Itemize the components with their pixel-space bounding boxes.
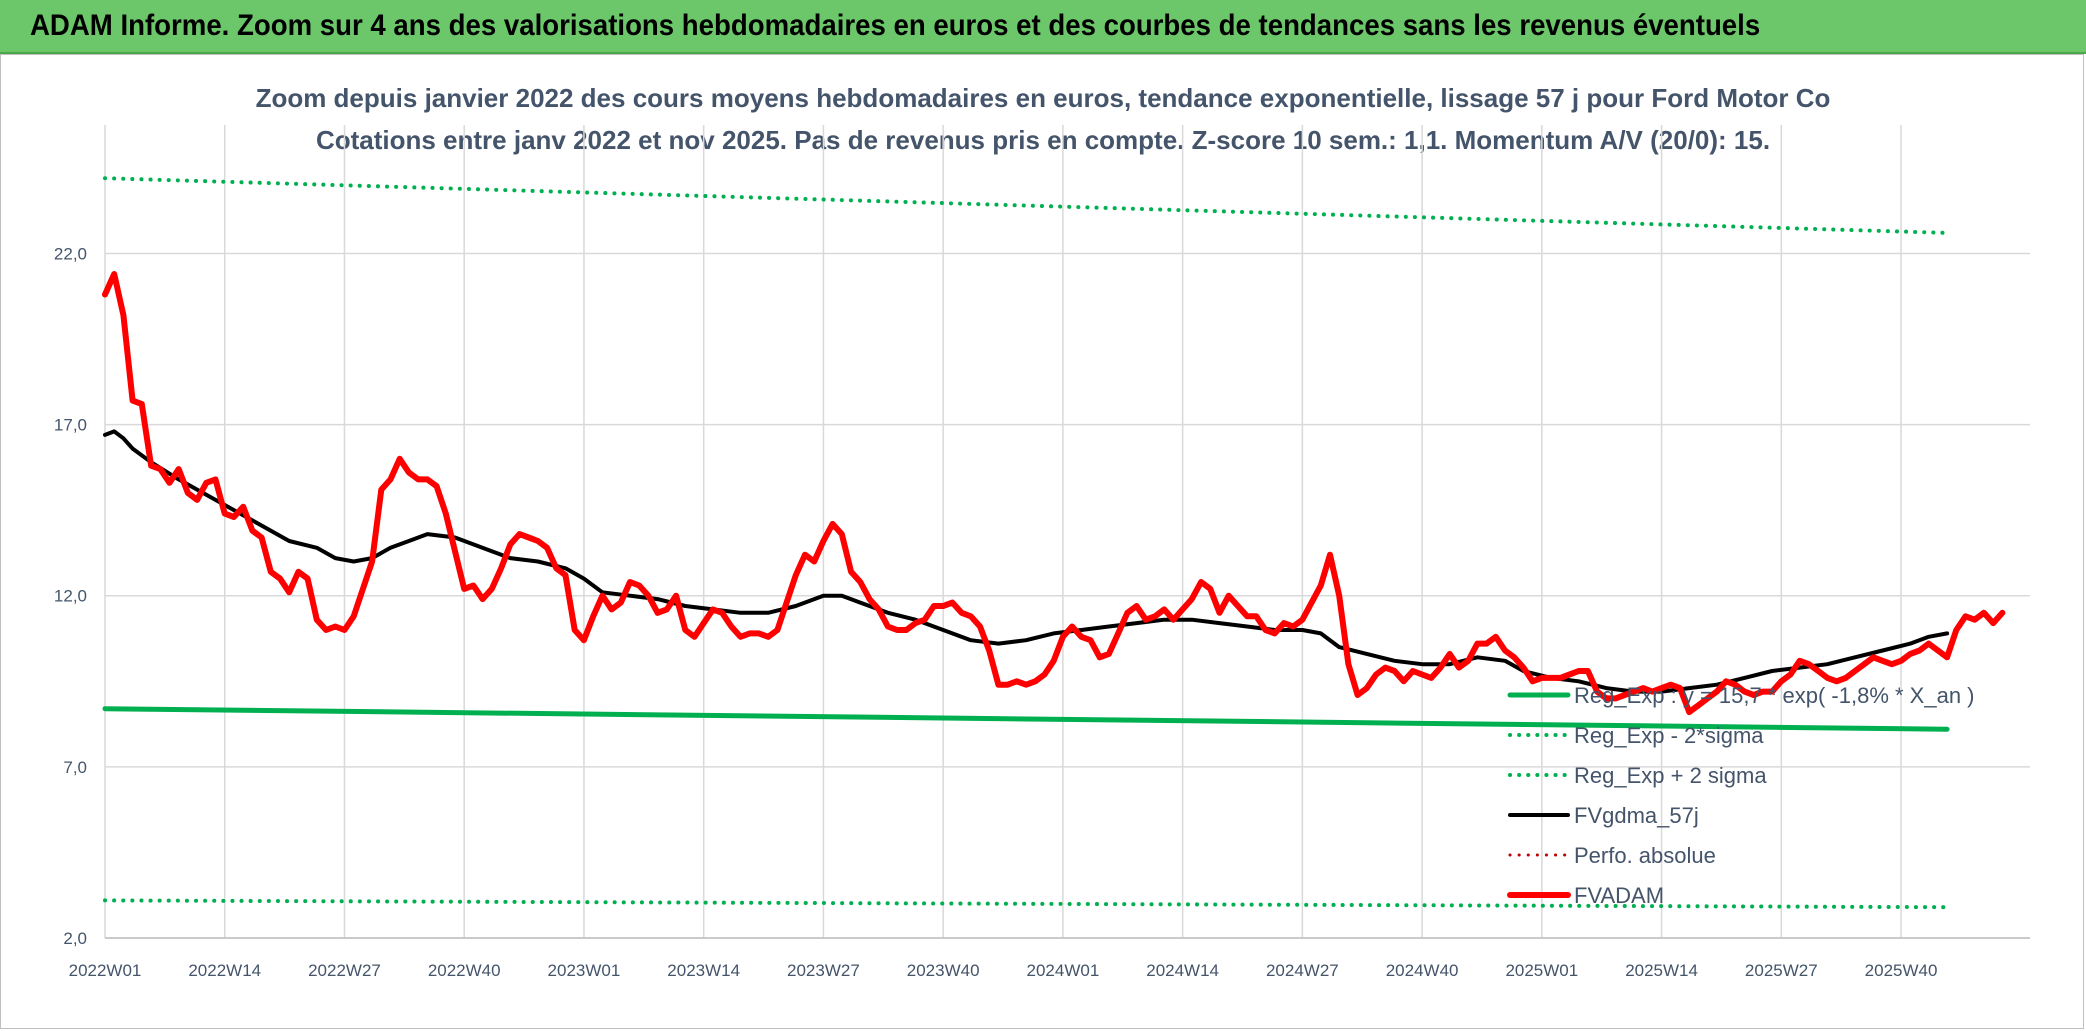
y-tick-label: 17,0	[54, 416, 87, 435]
x-tick-label: 2024W14	[1146, 961, 1219, 980]
x-tick-label: 2023W01	[548, 961, 621, 980]
x-tick-label: 2024W27	[1266, 961, 1339, 980]
x-tick-label: 2025W14	[1625, 961, 1698, 980]
series-line-fvgdma-57j	[103, 429, 1950, 694]
series-line-reg-exp-y-15-7-exp-1-8-x-an	[102, 706, 1950, 732]
legend-entry: FVgdma_57j	[1574, 803, 1699, 828]
legend-entry: Reg_Exp : y = 15,7 * exp( -1,8% * X_an )	[1574, 683, 1975, 708]
y-tick-label: 2,0	[63, 929, 87, 948]
legend-entry: Perfo. absolue	[1574, 843, 1716, 868]
legend-entry: Reg_Exp - 2*sigma	[1574, 723, 1764, 748]
x-tick-label: 2022W01	[69, 961, 142, 980]
y-tick-label: 12,0	[54, 587, 87, 606]
series-line-fvadam	[102, 271, 2006, 716]
legend-entry: FVADAM	[1574, 883, 1664, 908]
x-tick-label: 2024W40	[1386, 961, 1459, 980]
chart-title: Zoom depuis janvier 2022 des cours moyen…	[255, 83, 1831, 113]
x-tick-label: 2025W01	[1505, 961, 1578, 980]
x-tick-label: 2023W27	[787, 961, 860, 980]
x-tick-label: 2025W40	[1865, 961, 1938, 980]
legend-entry: Reg_Exp + 2 sigma	[1574, 763, 1767, 788]
y-tick-label: 7,0	[63, 758, 87, 777]
x-tick-label: 2025W27	[1745, 961, 1818, 980]
x-tick-label: 2022W14	[188, 961, 261, 980]
chart-frame	[0, 54, 2084, 1029]
banner-title: ADAM Informe. Zoom sur 4 ans des valoris…	[30, 9, 1761, 42]
x-tick-label: 2024W01	[1027, 961, 1100, 980]
title-banner: ADAM Informe. Zoom sur 4 ans des valoris…	[0, 0, 2086, 54]
series-line-reg-exp-2-sigma	[103, 898, 1950, 910]
x-tick-label: 2022W40	[428, 961, 501, 980]
x-tick-label: 2022W27	[308, 961, 381, 980]
x-tick-label: 2023W40	[907, 961, 980, 980]
chart-subtitle: Cotations entre janv 2022 et nov 2025. P…	[315, 125, 1771, 155]
series-line-reg-exp-2-sigma	[103, 176, 1950, 235]
x-tick-label: 2023W14	[667, 961, 740, 980]
y-tick-label: 22,0	[54, 244, 87, 263]
